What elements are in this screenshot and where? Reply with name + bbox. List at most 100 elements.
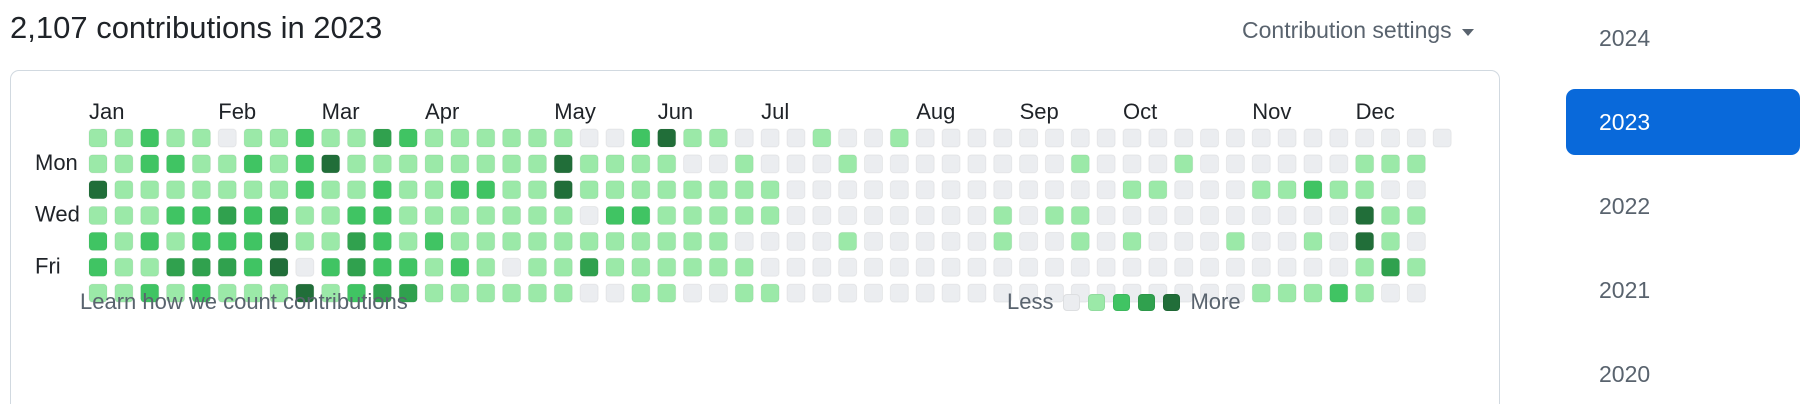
contribution-day-cell[interactable] bbox=[424, 154, 444, 174]
contribution-day-cell[interactable] bbox=[1277, 257, 1297, 277]
contribution-day-cell[interactable] bbox=[1329, 231, 1349, 251]
contribution-day-cell[interactable] bbox=[191, 206, 211, 226]
contribution-day-cell[interactable] bbox=[579, 206, 599, 226]
contribution-day-cell[interactable] bbox=[140, 128, 160, 148]
contribution-day-cell[interactable] bbox=[1225, 283, 1245, 303]
contribution-day-cell[interactable] bbox=[553, 283, 573, 303]
contribution-day-cell[interactable] bbox=[1355, 206, 1375, 226]
contribution-day-cell[interactable] bbox=[657, 231, 677, 251]
contribution-day-cell[interactable] bbox=[631, 180, 651, 200]
contribution-day-cell[interactable] bbox=[1251, 283, 1271, 303]
contribution-day-cell[interactable] bbox=[1381, 180, 1400, 200]
contribution-day-cell[interactable] bbox=[1122, 128, 1142, 148]
contribution-day-cell[interactable] bbox=[889, 257, 909, 277]
contribution-day-cell[interactable] bbox=[760, 231, 780, 251]
contribution-day-cell[interactable] bbox=[1277, 206, 1297, 226]
contribution-day-cell[interactable] bbox=[295, 128, 315, 148]
contribution-day-cell[interactable] bbox=[1225, 180, 1245, 200]
contribution-day-cell[interactable] bbox=[243, 231, 263, 251]
contribution-day-cell[interactable] bbox=[217, 154, 237, 174]
contribution-day-cell[interactable] bbox=[812, 257, 832, 277]
contribution-day-cell[interactable] bbox=[243, 257, 263, 277]
contribution-day-cell[interactable] bbox=[450, 257, 470, 277]
contribution-day-cell[interactable] bbox=[683, 257, 703, 277]
contribution-day-cell[interactable] bbox=[1096, 257, 1116, 277]
contribution-day-cell[interactable] bbox=[1044, 154, 1064, 174]
contribution-day-cell[interactable] bbox=[1381, 257, 1400, 277]
contribution-day-cell[interactable] bbox=[166, 154, 186, 174]
contribution-day-cell[interactable] bbox=[1355, 180, 1375, 200]
contribution-day-cell[interactable] bbox=[734, 283, 754, 303]
contribution-day-cell[interactable] bbox=[605, 206, 625, 226]
contribution-day-cell[interactable] bbox=[88, 128, 108, 148]
contribution-day-cell[interactable] bbox=[993, 154, 1013, 174]
contribution-day-cell[interactable] bbox=[1019, 128, 1039, 148]
contribution-day-cell[interactable] bbox=[1251, 206, 1271, 226]
contribution-day-cell[interactable] bbox=[889, 283, 909, 303]
contribution-day-cell[interactable] bbox=[631, 283, 651, 303]
contribution-day-cell[interactable] bbox=[1148, 154, 1168, 174]
contribution-day-cell[interactable] bbox=[398, 154, 418, 174]
contribution-day-cell[interactable] bbox=[915, 154, 935, 174]
contribution-day-cell[interactable] bbox=[683, 154, 703, 174]
contribution-day-cell[interactable] bbox=[450, 154, 470, 174]
contribution-day-cell[interactable] bbox=[372, 231, 392, 251]
contribution-day-cell[interactable] bbox=[631, 231, 651, 251]
contribution-day-cell[interactable] bbox=[631, 206, 651, 226]
contribution-day-cell[interactable] bbox=[838, 128, 858, 148]
contribution-day-cell[interactable] bbox=[657, 180, 677, 200]
contribution-day-cell[interactable] bbox=[967, 283, 987, 303]
contribution-day-cell[interactable] bbox=[941, 257, 961, 277]
learn-how-link[interactable]: Learn how we count contributions bbox=[80, 289, 408, 314]
contribution-settings-button[interactable]: Contribution settings bbox=[1242, 17, 1474, 44]
contribution-day-cell[interactable] bbox=[838, 206, 858, 226]
contribution-day-cell[interactable] bbox=[812, 231, 832, 251]
contribution-day-cell[interactable] bbox=[1406, 206, 1426, 226]
contribution-day-cell[interactable] bbox=[269, 283, 289, 303]
contribution-day-cell[interactable] bbox=[1225, 231, 1245, 251]
contribution-day-cell[interactable] bbox=[1355, 154, 1375, 174]
contribution-day-cell[interactable] bbox=[553, 206, 573, 226]
contribution-day-cell[interactable] bbox=[1329, 257, 1349, 277]
contribution-day-cell[interactable] bbox=[347, 257, 366, 277]
contribution-day-cell[interactable] bbox=[838, 283, 858, 303]
contribution-day-cell[interactable] bbox=[708, 128, 728, 148]
contribution-day-cell[interactable] bbox=[502, 206, 522, 226]
contribution-day-cell[interactable] bbox=[424, 180, 444, 200]
contribution-day-cell[interactable] bbox=[553, 257, 573, 277]
contribution-day-cell[interactable] bbox=[1174, 154, 1194, 174]
contribution-day-cell[interactable] bbox=[1200, 154, 1220, 174]
contribution-day-cell[interactable] bbox=[295, 283, 315, 303]
contribution-day-cell[interactable] bbox=[269, 154, 289, 174]
contribution-day-cell[interactable] bbox=[450, 128, 470, 148]
contribution-day-cell[interactable] bbox=[708, 283, 728, 303]
contribution-day-cell[interactable] bbox=[1070, 180, 1090, 200]
contribution-day-cell[interactable] bbox=[424, 283, 444, 303]
contribution-day-cell[interactable] bbox=[605, 154, 625, 174]
contribution-day-cell[interactable] bbox=[191, 154, 211, 174]
contribution-day-cell[interactable] bbox=[786, 257, 806, 277]
contribution-day-cell[interactable] bbox=[734, 128, 754, 148]
contribution-day-cell[interactable] bbox=[1251, 154, 1271, 174]
contribution-day-cell[interactable] bbox=[321, 154, 341, 174]
contribution-day-cell[interactable] bbox=[347, 154, 366, 174]
contribution-day-cell[interactable] bbox=[1174, 128, 1194, 148]
contribution-day-cell[interactable] bbox=[708, 257, 728, 277]
contribution-day-cell[interactable] bbox=[243, 283, 263, 303]
contribution-day-cell[interactable] bbox=[424, 128, 444, 148]
contribution-day-cell[interactable] bbox=[1096, 180, 1116, 200]
contribution-day-cell[interactable] bbox=[915, 206, 935, 226]
contribution-day-cell[interactable] bbox=[683, 283, 703, 303]
contribution-day-cell[interactable] bbox=[1096, 206, 1116, 226]
contribution-day-cell[interactable] bbox=[579, 128, 599, 148]
contribution-day-cell[interactable] bbox=[1019, 206, 1039, 226]
contribution-day-cell[interactable] bbox=[1406, 257, 1426, 277]
contribution-day-cell[interactable] bbox=[321, 180, 341, 200]
year-2023-button[interactable]: 2023 bbox=[1566, 89, 1800, 155]
contribution-day-cell[interactable] bbox=[631, 128, 651, 148]
contribution-day-cell[interactable] bbox=[1303, 257, 1323, 277]
contribution-day-cell[interactable] bbox=[114, 154, 134, 174]
contribution-day-cell[interactable] bbox=[1174, 257, 1194, 277]
contribution-day-cell[interactable] bbox=[1251, 257, 1271, 277]
contribution-day-cell[interactable] bbox=[114, 283, 134, 303]
